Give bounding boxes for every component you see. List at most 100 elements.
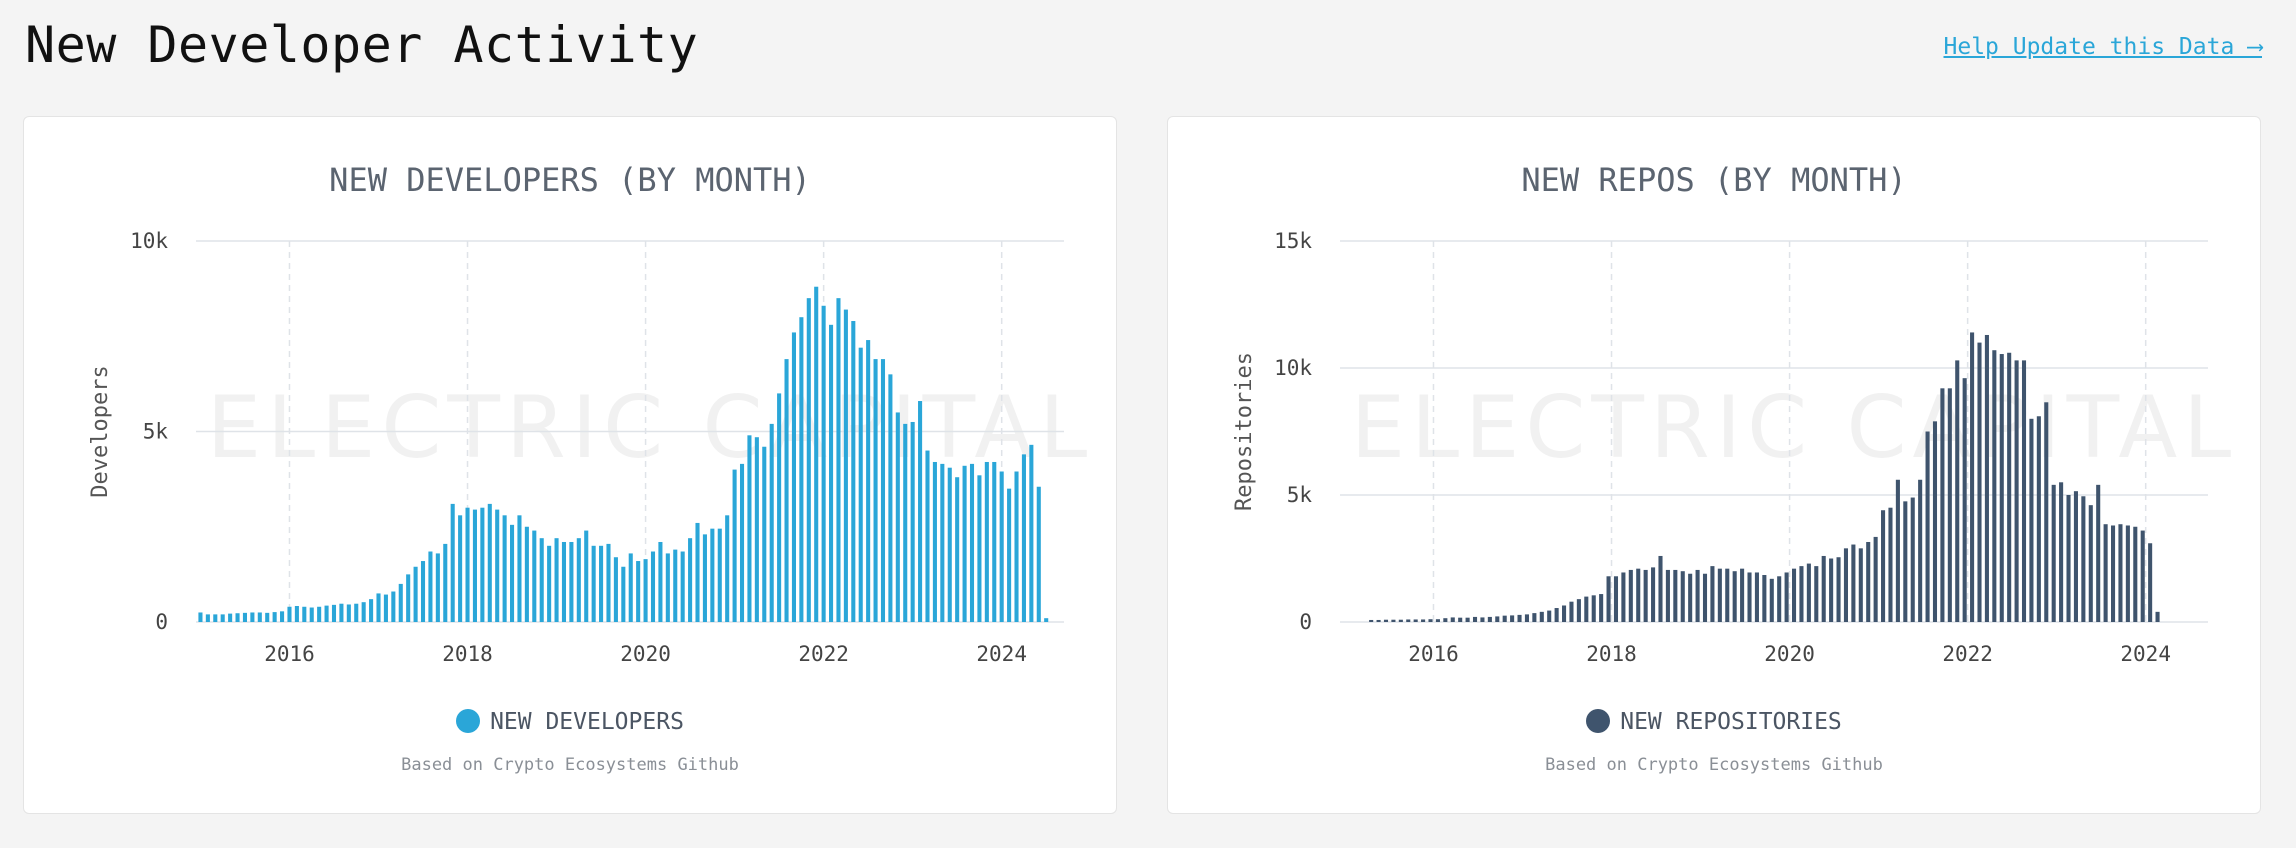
bar[interactable] bbox=[1547, 610, 1552, 622]
bar[interactable] bbox=[1777, 576, 1782, 622]
bar[interactable] bbox=[339, 603, 344, 622]
bar[interactable] bbox=[977, 475, 982, 622]
bar[interactable] bbox=[1970, 332, 1975, 622]
bar[interactable] bbox=[2088, 505, 2093, 622]
bar[interactable] bbox=[1628, 569, 1633, 622]
bar[interactable] bbox=[747, 435, 752, 622]
bar[interactable] bbox=[1569, 601, 1574, 622]
bar[interactable] bbox=[472, 509, 477, 622]
bar[interactable] bbox=[895, 412, 900, 622]
bar[interactable] bbox=[732, 469, 737, 622]
bar[interactable] bbox=[962, 465, 967, 622]
bar[interactable] bbox=[1044, 618, 1049, 622]
bar[interactable] bbox=[2036, 416, 2041, 622]
bar[interactable] bbox=[2014, 360, 2019, 622]
bar[interactable] bbox=[1413, 619, 1418, 622]
bar[interactable] bbox=[1977, 342, 1982, 622]
bar[interactable] bbox=[814, 286, 819, 622]
bar[interactable] bbox=[2021, 360, 2027, 622]
bar[interactable] bbox=[235, 613, 240, 622]
bar[interactable] bbox=[443, 543, 448, 622]
bar[interactable] bbox=[1762, 575, 1767, 622]
bar[interactable] bbox=[331, 604, 337, 622]
bar[interactable] bbox=[1918, 479, 1923, 622]
bar[interactable] bbox=[265, 612, 270, 622]
help-update-data-link[interactable]: Help Update this Data ⟶ bbox=[1943, 34, 2263, 60]
bar[interactable] bbox=[1584, 596, 1589, 622]
bar[interactable] bbox=[591, 545, 596, 622]
bar[interactable] bbox=[1858, 548, 1863, 622]
bar[interactable] bbox=[866, 340, 871, 622]
bar[interactable] bbox=[1821, 555, 1826, 622]
bar[interactable] bbox=[198, 612, 203, 622]
bar[interactable] bbox=[918, 401, 923, 622]
bar[interactable] bbox=[228, 613, 233, 622]
bar[interactable] bbox=[1984, 334, 1989, 622]
bar[interactable] bbox=[1873, 536, 1878, 622]
bar[interactable] bbox=[1383, 619, 1389, 622]
bar[interactable] bbox=[1895, 479, 1900, 622]
bar[interactable] bbox=[955, 477, 960, 622]
bar[interactable] bbox=[1851, 544, 1856, 622]
bar[interactable] bbox=[858, 347, 863, 622]
bar[interactable] bbox=[280, 611, 285, 622]
bar[interactable] bbox=[1784, 572, 1789, 622]
bar[interactable] bbox=[628, 553, 633, 622]
bar[interactable] bbox=[1450, 617, 1455, 622]
bar[interactable] bbox=[762, 446, 767, 622]
bar[interactable] bbox=[1702, 573, 1708, 622]
bar[interactable] bbox=[2096, 484, 2101, 622]
bar[interactable] bbox=[940, 463, 945, 622]
bar[interactable] bbox=[992, 461, 997, 622]
bar[interactable] bbox=[673, 549, 678, 622]
bar[interactable] bbox=[294, 605, 299, 622]
bar[interactable] bbox=[806, 298, 811, 622]
bar[interactable] bbox=[1829, 558, 1834, 623]
bar[interactable] bbox=[428, 551, 433, 622]
bar[interactable] bbox=[495, 509, 500, 622]
bar[interactable] bbox=[702, 534, 707, 622]
bar[interactable] bbox=[799, 317, 804, 622]
bar[interactable] bbox=[1866, 541, 1871, 622]
bar[interactable] bbox=[346, 604, 351, 622]
bar[interactable] bbox=[1651, 567, 1656, 622]
bar[interactable] bbox=[1673, 569, 1678, 622]
bar[interactable] bbox=[1480, 617, 1485, 622]
bar[interactable] bbox=[680, 551, 685, 622]
bar[interactable] bbox=[576, 538, 581, 622]
bar[interactable] bbox=[1932, 421, 1938, 622]
bar[interactable] bbox=[1725, 568, 1730, 622]
bar[interactable] bbox=[465, 507, 470, 622]
bar[interactable] bbox=[406, 574, 411, 622]
bar[interactable] bbox=[1554, 608, 1559, 622]
legend[interactable]: NEW DEVELOPERS bbox=[24, 709, 1116, 735]
bar[interactable] bbox=[843, 309, 848, 622]
bar[interactable] bbox=[250, 612, 255, 622]
bar[interactable] bbox=[324, 605, 329, 622]
bar[interactable] bbox=[361, 602, 366, 622]
bar[interactable] bbox=[502, 515, 507, 622]
bar[interactable] bbox=[391, 591, 396, 622]
bar[interactable] bbox=[969, 463, 975, 622]
bar[interactable] bbox=[947, 467, 952, 622]
bar[interactable] bbox=[1591, 595, 1596, 622]
bar[interactable] bbox=[829, 324, 834, 622]
bar[interactable] bbox=[1606, 576, 1611, 622]
bar[interactable] bbox=[1881, 510, 1886, 622]
bar[interactable] bbox=[569, 541, 574, 622]
bar[interactable] bbox=[1799, 566, 1804, 622]
bar[interactable] bbox=[205, 614, 210, 622]
bar[interactable] bbox=[880, 359, 886, 622]
bar[interactable] bbox=[1740, 568, 1745, 622]
bar[interactable] bbox=[242, 612, 248, 622]
bar[interactable] bbox=[539, 538, 544, 622]
bar[interactable] bbox=[1962, 378, 1967, 622]
bar[interactable] bbox=[517, 515, 522, 622]
bar[interactable] bbox=[1695, 569, 1700, 622]
bar[interactable] bbox=[925, 450, 930, 622]
bar[interactable] bbox=[2155, 611, 2160, 622]
bar[interactable] bbox=[1999, 354, 2004, 622]
bar[interactable] bbox=[413, 566, 418, 622]
bar[interactable] bbox=[2044, 402, 2049, 622]
bar[interactable] bbox=[665, 553, 670, 622]
